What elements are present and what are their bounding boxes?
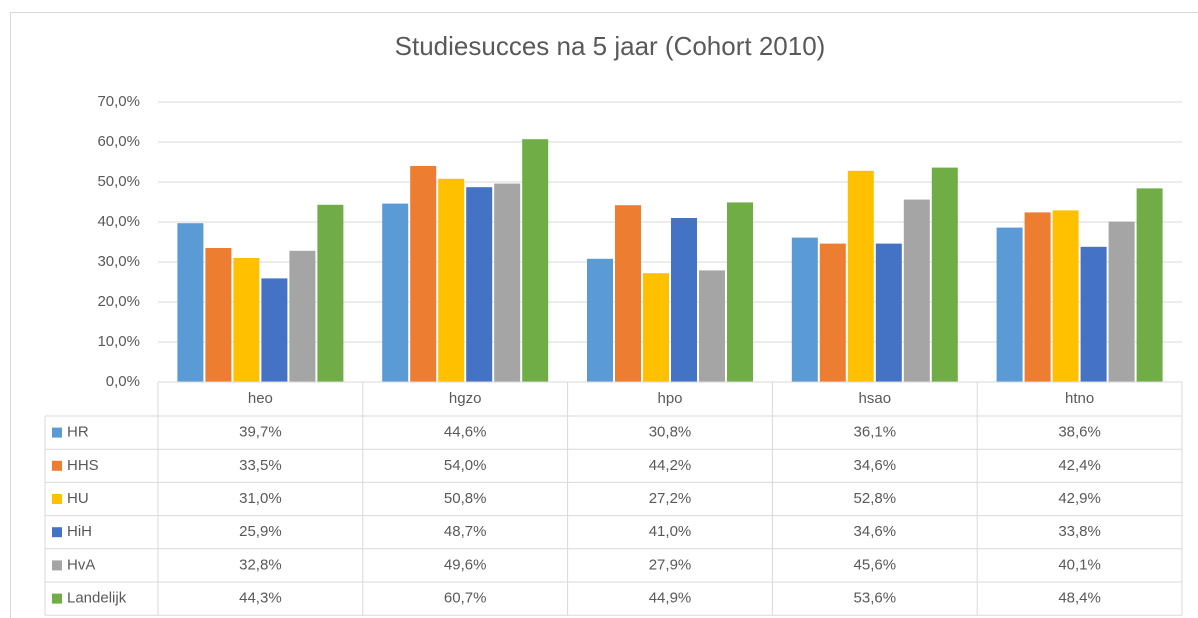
- bar: [643, 273, 669, 382]
- bar: [438, 178, 465, 382]
- table-value: 44,9%: [649, 590, 692, 607]
- table-value: 27,9%: [649, 556, 692, 573]
- bar: [699, 270, 725, 382]
- x-tick-label: hsao: [859, 390, 892, 407]
- table-value: 38,6%: [1058, 424, 1101, 441]
- x-tick-label: hgzo: [449, 390, 482, 407]
- chart-title: Studiesucces na 5 jaar (Cohort 2010): [395, 31, 826, 61]
- legend-label: Landelijk: [67, 590, 127, 607]
- legend-key: [52, 527, 62, 538]
- bar: [903, 199, 930, 382]
- y-tick-label: 10,0%: [97, 333, 140, 350]
- bar: [466, 187, 493, 382]
- table-value: 40,1%: [1058, 556, 1101, 573]
- bar: [1108, 221, 1135, 382]
- table-value: 48,7%: [444, 523, 487, 540]
- y-tick-label: 60,0%: [97, 133, 140, 150]
- legend-label: HHS: [67, 457, 99, 474]
- bar: [494, 183, 521, 382]
- y-tick-label: 40,0%: [97, 213, 140, 230]
- table-value: 48,4%: [1058, 590, 1101, 607]
- table-value: 34,6%: [854, 523, 897, 540]
- table-value: 50,8%: [444, 490, 487, 507]
- bar: [1136, 188, 1163, 382]
- legend-key: [52, 460, 62, 471]
- bar: [261, 278, 288, 382]
- bar: [233, 258, 260, 382]
- bar: [1080, 246, 1107, 382]
- bar: [1052, 210, 1079, 382]
- table-value: 53,6%: [854, 590, 897, 607]
- table-value: 30,8%: [649, 424, 692, 441]
- table-value: 41,0%: [649, 523, 692, 540]
- bar: [205, 248, 232, 382]
- legend-key: [52, 593, 62, 604]
- table-value: 39,7%: [239, 424, 282, 441]
- legend-label: HiH: [67, 523, 92, 540]
- bar: [1024, 212, 1051, 382]
- y-tick-label: 30,0%: [97, 253, 140, 270]
- bar: [875, 243, 902, 382]
- bar: [177, 223, 204, 382]
- table-value: 44,2%: [649, 457, 692, 474]
- table-value: 27,2%: [649, 490, 692, 507]
- table-value: 33,8%: [1058, 523, 1101, 540]
- bar: [587, 258, 613, 382]
- bar: [931, 167, 958, 382]
- legend-label: HU: [67, 490, 89, 507]
- table-value: 32,8%: [239, 556, 282, 573]
- x-tick-label: htno: [1065, 390, 1094, 407]
- y-tick-label: 20,0%: [97, 293, 140, 310]
- table-value: 33,5%: [239, 457, 282, 474]
- table-value: 44,3%: [239, 590, 282, 607]
- table-value: 42,4%: [1058, 457, 1101, 474]
- bar: [996, 227, 1023, 382]
- bar: [522, 139, 549, 382]
- table-value: 36,1%: [854, 424, 897, 441]
- legend-key: [52, 560, 62, 571]
- legend-key: [52, 494, 62, 504]
- bar: [819, 243, 846, 382]
- table-value: 52,8%: [854, 490, 897, 507]
- table-value: 25,9%: [239, 523, 282, 540]
- x-tick-label: heo: [248, 390, 273, 407]
- bar: [382, 203, 409, 382]
- bar: [317, 204, 344, 382]
- bar: [289, 250, 316, 382]
- bar: [727, 202, 753, 382]
- table-value: 34,6%: [854, 457, 897, 474]
- table-value: 54,0%: [444, 457, 487, 474]
- table-value: 45,6%: [854, 556, 897, 573]
- bar: [671, 218, 697, 382]
- bar: [847, 170, 874, 382]
- legend-label: HvA: [67, 556, 95, 573]
- bar: [410, 166, 437, 382]
- y-tick-label: 50,0%: [97, 173, 140, 190]
- table-value: 42,9%: [1058, 490, 1101, 507]
- table-value: 49,6%: [444, 556, 487, 573]
- y-tick-label: 70,0%: [97, 93, 140, 110]
- table-value: 31,0%: [239, 490, 282, 507]
- legend-key: [52, 427, 62, 438]
- x-tick-label: hpo: [657, 390, 682, 407]
- table-value: 60,7%: [444, 590, 487, 607]
- legend-label: HR: [67, 424, 89, 441]
- bar: [791, 237, 818, 382]
- table-value: 44,6%: [444, 424, 487, 441]
- bar: [615, 205, 641, 382]
- y-tick-label: 0,0%: [106, 373, 140, 390]
